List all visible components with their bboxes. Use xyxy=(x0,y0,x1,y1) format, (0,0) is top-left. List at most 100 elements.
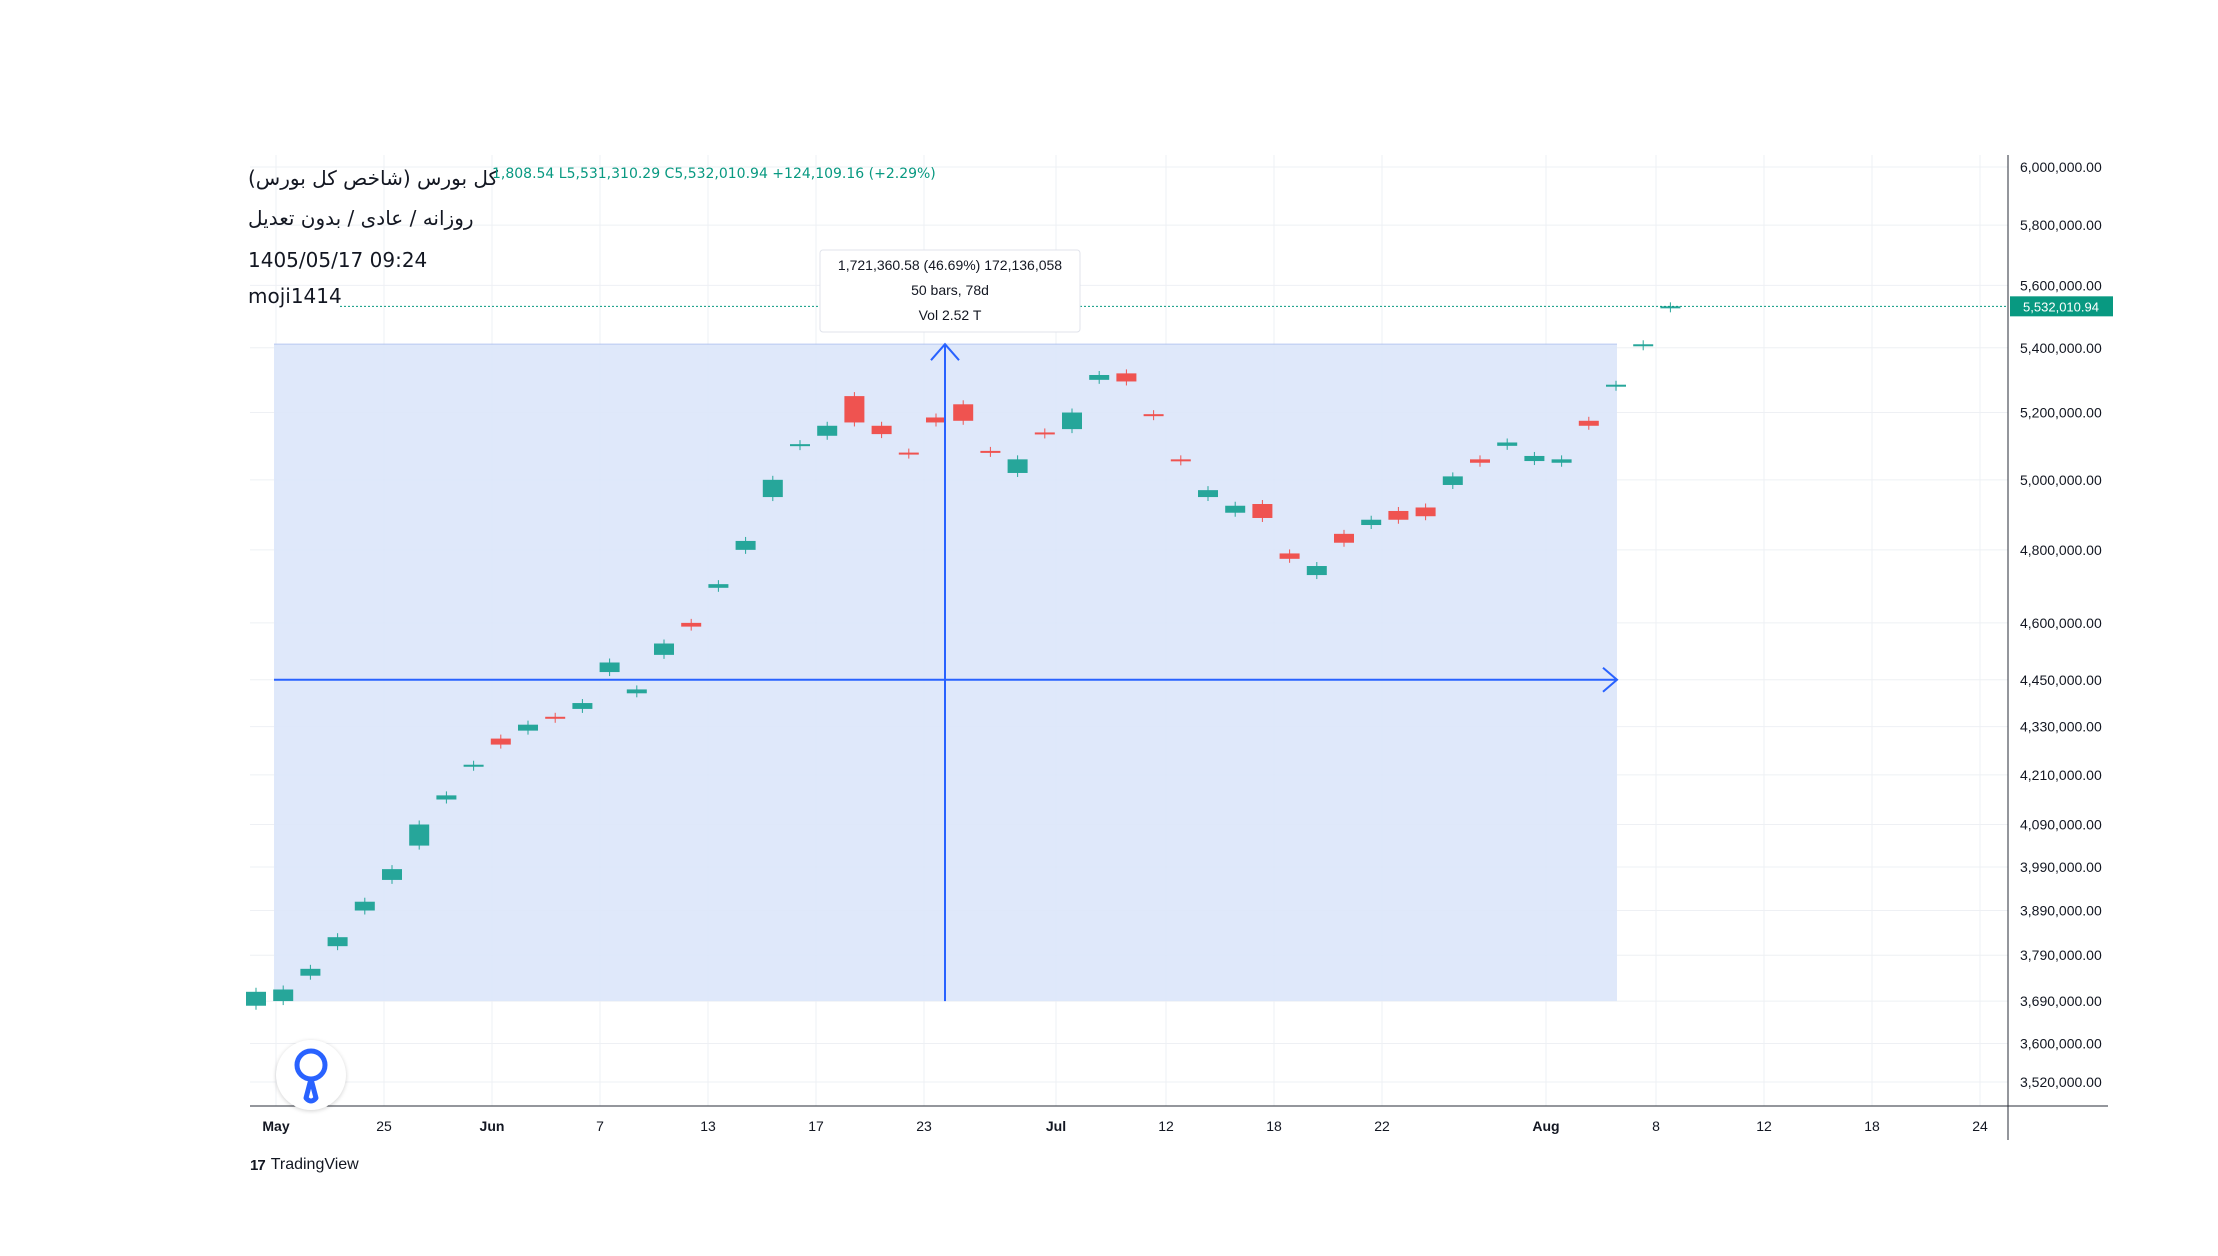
candle-body xyxy=(926,417,946,423)
last-price-badge-text: 5,532,010.94 xyxy=(2023,299,2099,314)
candle-body xyxy=(735,540,756,550)
price-tick-label: 6,000,000.00 xyxy=(2020,159,2102,175)
candle-body xyxy=(1361,519,1382,526)
candle-body xyxy=(599,662,620,673)
price-tick-label: 5,800,000.00 xyxy=(2020,217,2102,233)
location-pin-icon xyxy=(294,1048,328,1104)
candle-body xyxy=(1442,476,1463,485)
candle-body xyxy=(545,716,566,719)
candle-body xyxy=(1497,442,1518,446)
candle-body xyxy=(790,444,810,447)
price-tick-label: 3,990,000.00 xyxy=(2020,859,2102,875)
candle-body xyxy=(246,991,266,1006)
chart-subtitle: روزانه / عادی / بدون تعدیل xyxy=(248,206,474,230)
candle-body xyxy=(844,396,865,423)
candle-body xyxy=(1007,459,1028,473)
price-tick-label: 4,210,000.00 xyxy=(2020,767,2102,783)
price-tick-label: 3,520,000.00 xyxy=(2020,1074,2102,1090)
price-tick-label: 3,890,000.00 xyxy=(2020,903,2102,919)
candle-body xyxy=(1089,374,1110,380)
candle-body xyxy=(708,584,729,588)
candle-body xyxy=(382,869,402,880)
chart-author: moji1414 xyxy=(248,284,342,308)
app-logo[interactable] xyxy=(276,1040,346,1110)
time-tick-label: 22 xyxy=(1374,1118,1390,1134)
tradingview-branding[interactable]: 17 TradingView xyxy=(250,1156,359,1174)
chart-datetime: 1405/05/17 09:24 xyxy=(248,248,428,272)
candle-body xyxy=(898,452,919,455)
time-tick-label: 23 xyxy=(916,1118,932,1134)
candle-body xyxy=(654,643,674,655)
candle-body xyxy=(1524,455,1545,462)
candle-body xyxy=(300,968,321,976)
time-tick-label: 18 xyxy=(1864,1118,1880,1134)
candle-body xyxy=(1334,533,1354,543)
candle-body xyxy=(953,404,974,421)
candle-body xyxy=(463,764,484,767)
time-tick-label: 8 xyxy=(1652,1118,1660,1134)
candle-body xyxy=(1116,373,1137,382)
measure-horizontal-arrowhead xyxy=(1602,666,1619,693)
time-tick-label: May xyxy=(262,1118,289,1134)
measure-tooltip: 1,721,360.58 (46.69%) 172,136,058 50 bar… xyxy=(819,249,1081,333)
candle-body xyxy=(817,425,838,436)
price-tick-label: 4,090,000.00 xyxy=(2020,816,2102,832)
tradingview-logo-icon: 17 xyxy=(250,1156,266,1174)
price-tick-label: 3,600,000.00 xyxy=(2020,1035,2102,1051)
price-tick-label: 3,690,000.00 xyxy=(2020,993,2102,1009)
candle-body xyxy=(1279,553,1300,559)
candle-body xyxy=(1034,432,1055,435)
chart-title: کل بورس (شاخص کل بورس) xyxy=(248,166,499,190)
candle-body xyxy=(626,689,647,694)
time-tick-label: 7 xyxy=(596,1118,604,1134)
price-tick-label: 5,400,000.00 xyxy=(2020,340,2102,356)
price-tick-label: 3,790,000.00 xyxy=(2020,947,2102,963)
candle-body xyxy=(762,479,783,498)
time-tick-label: 12 xyxy=(1158,1118,1174,1134)
time-tick-label: 24 xyxy=(1972,1118,1988,1134)
candle-body xyxy=(871,425,892,435)
candle-body xyxy=(1388,510,1409,520)
candle-body xyxy=(681,622,702,627)
time-tick-label: Aug xyxy=(1532,1118,1559,1134)
candle-body xyxy=(436,795,457,800)
measure-vertical-arrowhead xyxy=(930,342,960,361)
candle-body xyxy=(1062,412,1082,430)
candle-body xyxy=(1578,420,1599,426)
price-tick-label: 4,600,000.00 xyxy=(2020,615,2102,631)
candle-body xyxy=(518,724,538,731)
candle-body xyxy=(1225,505,1246,513)
measure-line-2: 50 bars, 78d xyxy=(911,282,989,298)
time-tick-label: 25 xyxy=(376,1118,392,1134)
candle-body xyxy=(1170,459,1191,462)
tradingview-name: TradingView xyxy=(270,1156,359,1173)
candle-body xyxy=(327,937,348,947)
candle-body xyxy=(1551,459,1572,463)
time-tick-label: 12 xyxy=(1756,1118,1772,1134)
ohlc-values: 1,808.54 L5,531,310.29 C5,532,010.94 +12… xyxy=(492,166,936,182)
candle-body xyxy=(1252,504,1273,518)
measure-line-1: 1,721,360.58 (46.69%) 172,136,058 xyxy=(838,257,1062,273)
time-tick-label: 17 xyxy=(808,1118,824,1134)
candle-body xyxy=(980,450,1001,453)
price-tick-label: 4,800,000.00 xyxy=(2020,542,2102,558)
candle-body xyxy=(1143,414,1164,417)
time-tick-label: Jun xyxy=(480,1118,505,1134)
candle-body xyxy=(1306,566,1327,576)
measure-arrows xyxy=(274,342,1619,1002)
candle-body xyxy=(1198,490,1218,498)
candle-body xyxy=(1470,459,1490,463)
time-axis: May 25 Jun 7 13 17 23 Jul 12 18 22 Aug 8 12 18 24 xyxy=(262,1118,1988,1134)
price-tick-label: 5,200,000.00 xyxy=(2020,405,2102,421)
candles xyxy=(246,302,1681,1010)
time-tick-label: 18 xyxy=(1266,1118,1282,1134)
candle-body xyxy=(572,703,593,709)
candle-body xyxy=(409,824,430,846)
price-tick-label: 5,600,000.00 xyxy=(2020,277,2102,293)
candle-body xyxy=(1660,306,1681,309)
last-price-badge: 5,532,010.94 xyxy=(2010,296,2113,317)
candle-body xyxy=(1606,384,1626,387)
measure-line-3: Vol 2.52 T xyxy=(919,307,982,323)
price-tick-label: 4,330,000.00 xyxy=(2020,719,2102,735)
